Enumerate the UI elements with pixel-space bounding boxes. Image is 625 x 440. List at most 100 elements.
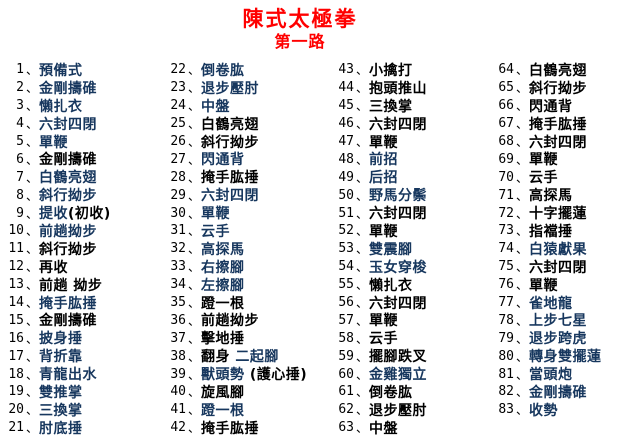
movement-name: 指襠捶 — [529, 223, 573, 240]
movement-name: 斜行拗步 — [201, 134, 260, 151]
enumeration-comma: 、 — [26, 313, 39, 328]
enumeration-comma: 、 — [356, 188, 369, 203]
list-item: 48、前招 — [330, 150, 427, 169]
list-item: 8、斜行拗步 — [0, 186, 111, 205]
list-item: 24、中盤 — [162, 97, 307, 115]
movement-name: 抱頭推山 — [369, 80, 428, 97]
list-item: 46、六封四閉 — [330, 115, 427, 133]
enumeration-comma: 、 — [26, 296, 39, 311]
enumeration-comma: 、 — [356, 170, 369, 185]
list-item: 60、金雞獨立 — [330, 365, 427, 384]
movement-name: 后招 — [369, 170, 399, 187]
movement-name: 六封四閉 — [529, 134, 588, 151]
movement-number: 23 — [170, 80, 186, 96]
movement-name: 當頭炮 — [529, 367, 573, 384]
enumeration-comma: 、 — [356, 367, 369, 382]
list-item: 12、再收 — [0, 258, 111, 276]
movement-column-4: 64、白鶴亮翅 65、斜行拗步 66、閃通背 67、掩手肱捶 68、六封四閉 69、單鞭 7… — [490, 61, 602, 418]
list-item: 42、掩手肱捶 — [162, 419, 307, 437]
movement-name: 掩手肱捶 — [39, 295, 98, 312]
movement-number: 30 — [170, 205, 186, 221]
movement-name: 掩手肱捶 — [529, 116, 588, 133]
movement-number: 13 — [8, 277, 24, 293]
enumeration-comma: 、 — [356, 385, 369, 400]
enumeration-comma: 、 — [356, 224, 369, 239]
list-item: 65、斜行拗步 — [490, 79, 602, 97]
movement-name: 單鞭 — [369, 134, 399, 151]
list-item: 2、金剛擣碓 — [0, 79, 111, 97]
list-item: 50、野馬分鬃 — [330, 186, 427, 205]
list-item: 77、雀地龍 — [490, 294, 602, 312]
movement-number: 47 — [338, 134, 354, 149]
list-item: 15、金剛擣碓 — [0, 311, 111, 330]
list-item: 71、高探馬 — [490, 186, 602, 205]
list-item: 47、單鞭 — [330, 133, 427, 151]
movement-number: 61 — [338, 384, 354, 400]
movement-name: 旋風腳 — [201, 384, 245, 401]
list-item: 26、斜行拗步 — [162, 133, 307, 151]
movement-number: 4 — [16, 116, 24, 132]
movement-number: 25 — [170, 116, 186, 132]
list-item: 67、掩手肱捶 — [490, 115, 602, 133]
enumeration-comma: 、 — [188, 135, 201, 149]
enumeration-comma: 、 — [516, 99, 529, 114]
movement-number: 34 — [170, 277, 186, 293]
movement-name: 十字擺蓮 — [529, 206, 588, 223]
list-item: 66、閃通背 — [490, 97, 602, 115]
movement-name: 單鞭 — [529, 152, 559, 169]
list-item: 23、退步壓肘 — [162, 79, 307, 97]
page-title: 陳式太極拳 — [242, 7, 358, 31]
movement-number: 55 — [338, 277, 354, 293]
movement-name: 提收(初收) — [39, 206, 111, 223]
movement-number: 59 — [338, 348, 354, 364]
movement-name: 左擦腳 — [201, 277, 245, 294]
enumeration-comma: 、 — [356, 421, 369, 436]
movement-number: 64 — [498, 62, 514, 78]
enumeration-comma: 、 — [26, 152, 39, 167]
list-item: 1、預備式 — [0, 61, 111, 79]
movement-name: 單鞭 — [529, 277, 559, 294]
movement-number: 48 — [338, 151, 354, 167]
list-item: 62、退步壓肘 — [330, 401, 427, 419]
movement-number: 11 — [8, 241, 24, 257]
movement-number: 50 — [338, 187, 354, 203]
movement-name: 云手 — [201, 223, 231, 240]
movement-number: 39 — [170, 366, 186, 382]
movement-name: 斜行拗步 — [39, 188, 98, 205]
enumeration-comma: 、 — [516, 170, 529, 185]
enumeration-comma: 、 — [356, 99, 369, 114]
movement-number: 1 — [16, 62, 24, 78]
list-item: 56、六封四閉 — [330, 294, 427, 312]
enumeration-comma: 、 — [188, 278, 201, 293]
enumeration-comma: 、 — [516, 242, 529, 257]
movement-name: 白鶴亮翅 — [201, 116, 260, 133]
list-item: 40、旋風腳 — [162, 383, 307, 401]
movement-name: 金剛擣碓 — [39, 313, 98, 330]
movement-name: 雙震腳 — [369, 241, 413, 258]
movement-name: 小擒打 — [369, 62, 413, 79]
list-item: 11、斜行拗步 — [0, 240, 111, 258]
movement-number: 49 — [338, 169, 354, 185]
movement-number: 19 — [8, 384, 24, 400]
movement-name: 單鞭 — [39, 134, 69, 151]
movement-name: 六封四閉 — [369, 295, 428, 312]
enumeration-comma: 、 — [356, 403, 369, 418]
movement-number: 7 — [16, 169, 24, 185]
movement-name: 退步跨虎 — [529, 331, 588, 348]
list-item: 55、懶扎衣 — [330, 276, 427, 294]
list-item: 36、前趟拗步 — [162, 311, 307, 330]
document-header: 陳式太極拳 第一路 — [0, 0, 600, 52]
movement-number: 28 — [170, 169, 186, 185]
movement-number: 56 — [338, 295, 354, 311]
list-item: 43、小擒打 — [330, 61, 427, 79]
list-item: 30、單鞭 — [162, 204, 307, 223]
movement-number: 21 — [8, 420, 24, 436]
enumeration-comma: 、 — [516, 367, 529, 382]
movement-number: 77 — [498, 295, 514, 311]
enumeration-comma: 、 — [516, 313, 529, 328]
movement-number: 78 — [498, 312, 514, 328]
movement-name: 高探馬 — [529, 188, 573, 205]
list-item: 38、翻身 二起腳 — [162, 347, 307, 366]
list-item: 14、掩手肱捶 — [0, 294, 111, 312]
list-item: 29、六封四閉 — [162, 186, 307, 205]
